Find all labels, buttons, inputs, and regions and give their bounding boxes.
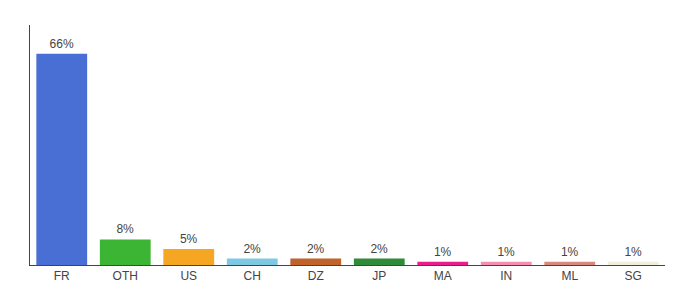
svg-text:SG: SG: [625, 269, 642, 283]
svg-text:US: US: [180, 269, 197, 283]
svg-text:FR: FR: [54, 269, 70, 283]
svg-text:1%: 1%: [561, 245, 579, 259]
svg-text:OTH: OTH: [113, 269, 138, 283]
svg-text:2%: 2%: [243, 242, 261, 256]
svg-text:MA: MA: [434, 269, 452, 283]
svg-text:IN: IN: [500, 269, 512, 283]
svg-text:DZ: DZ: [308, 269, 324, 283]
svg-text:ML: ML: [561, 269, 578, 283]
svg-text:66%: 66%: [50, 37, 74, 51]
svg-text:JP: JP: [372, 269, 386, 283]
svg-text:1%: 1%: [434, 245, 452, 259]
svg-text:1%: 1%: [624, 245, 642, 259]
svg-text:2%: 2%: [370, 242, 388, 256]
svg-text:1%: 1%: [497, 245, 515, 259]
svg-text:8%: 8%: [116, 222, 134, 236]
svg-text:5%: 5%: [180, 232, 198, 246]
svg-text:CH: CH: [244, 269, 261, 283]
svg-text:2%: 2%: [307, 242, 325, 256]
